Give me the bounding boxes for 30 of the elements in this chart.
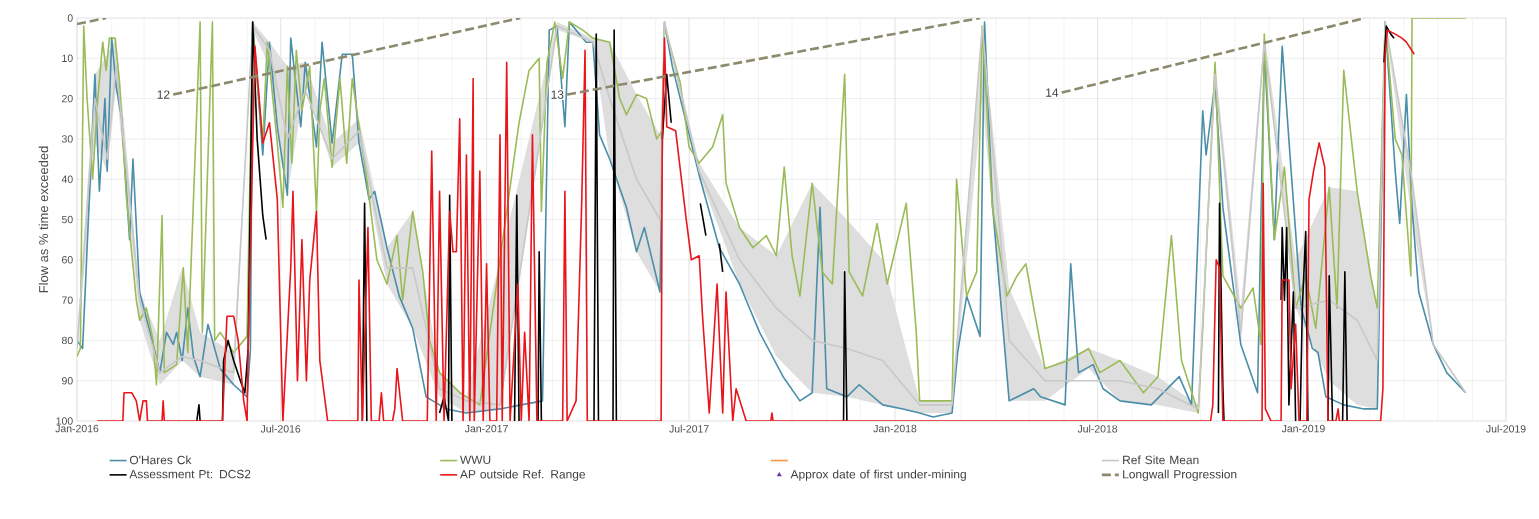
legend-label: Assessment Pt: DCS2	[129, 469, 251, 479]
annotation: 13	[551, 90, 564, 99]
y-tick-label: 60	[62, 256, 73, 264]
x-tick-label: Jul-2017	[669, 424, 709, 433]
legend-label: AP outside Ref. Range	[459, 469, 586, 481]
y-tick-label: 0	[67, 14, 73, 22]
x-tick-label: Jul-2019	[1486, 424, 1526, 433]
x-tick-label: Jul-2016	[260, 424, 301, 433]
legend-label: Approx date of first under-mining	[790, 469, 966, 481]
y-tick-label: 30	[61, 135, 73, 143]
x-tick-label: Jul-2018	[1077, 424, 1118, 433]
y-tick-label: 90	[62, 377, 73, 385]
legend-label: O'Hares Ck	[129, 455, 192, 465]
y-tick-label: 10	[62, 54, 73, 63]
y-tick-label: 20	[62, 94, 73, 103]
x-tick-label: Jan-2016	[55, 424, 99, 433]
y-axis-title: Flow as % time exceeded	[38, 146, 49, 293]
x-tick-label: Jan-2018	[873, 424, 917, 433]
x-tick-label: Jan-2019	[1281, 424, 1325, 433]
x-tick-label: Jan-2017	[464, 424, 508, 433]
annotation: 14	[1046, 88, 1059, 97]
y-tick-label: 80	[61, 336, 73, 345]
y-tick-label: 70	[62, 296, 73, 304]
annotation: 12	[157, 90, 170, 99]
legend-label: Ref Site Mean	[1123, 455, 1199, 465]
legend-label: Longwall Progression	[1123, 469, 1237, 481]
legend-label: WWU	[460, 455, 491, 464]
y-tick-label: 100	[56, 417, 73, 425]
y-tick-label: 50	[61, 215, 73, 224]
y-tick-label: 40	[61, 175, 73, 183]
